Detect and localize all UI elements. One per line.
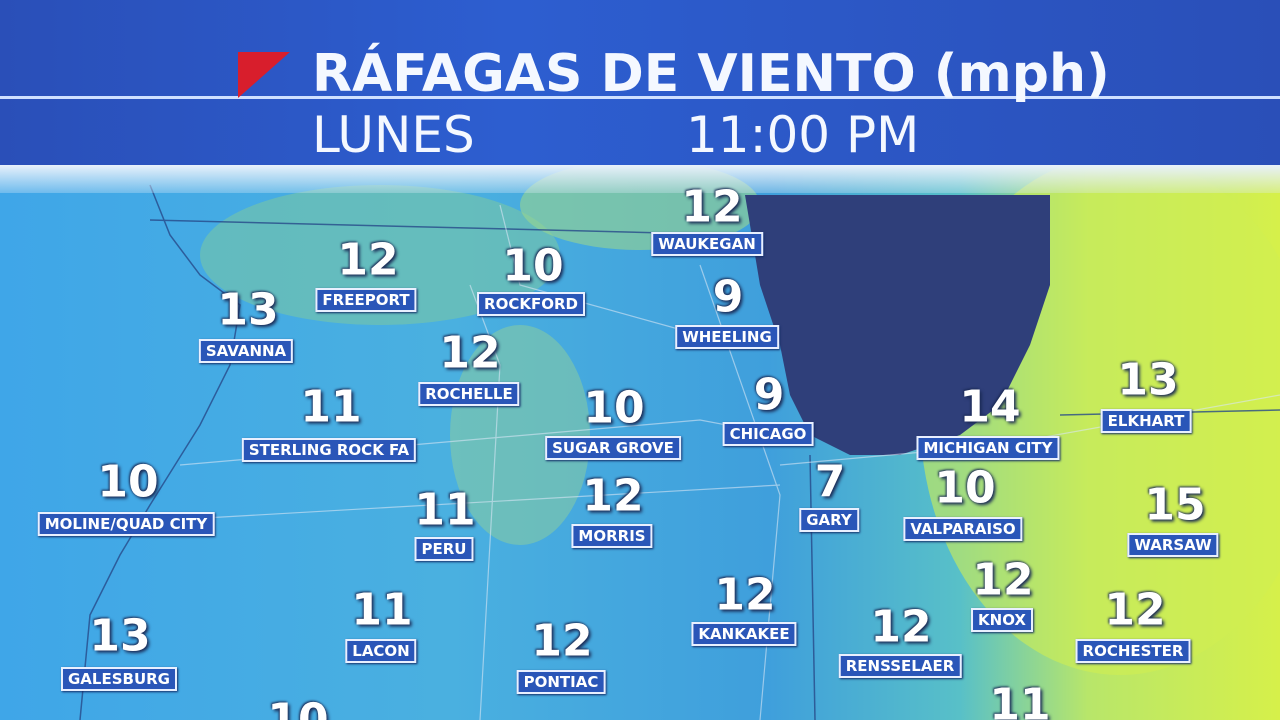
wind-gust-value: 10	[502, 240, 564, 292]
header-shadow	[0, 165, 1280, 193]
map-background	[0, 165, 1280, 720]
wind-gust-value: 11	[414, 484, 476, 536]
wind-gust-value: 10	[97, 456, 159, 508]
wind-gust-value: 13	[89, 610, 151, 662]
wind-gust-value: 14	[959, 381, 1021, 433]
city-label: LACON	[345, 639, 417, 663]
wind-gust-value: 12	[681, 181, 743, 233]
wind-gust-value: 11	[300, 381, 362, 433]
wind-gust-value: 12	[1104, 584, 1166, 636]
city-label: WHEELING	[675, 325, 779, 349]
city-label: MORRIS	[571, 524, 653, 548]
city-label: KNOX	[971, 608, 1033, 632]
wind-gust-value: 15	[1144, 479, 1206, 531]
city-label: PONTIAC	[516, 670, 606, 694]
wind-gust-value: 11	[989, 679, 1051, 720]
header-rule	[0, 96, 1280, 99]
wind-gust-value: 10	[267, 694, 329, 720]
wind-gust-value: 12	[531, 615, 593, 667]
wind-gust-value: 12	[582, 470, 644, 522]
wind-gust-value: 9	[753, 369, 785, 421]
city-label: ELKHART	[1100, 409, 1192, 433]
city-label: FREEPORT	[315, 288, 417, 312]
city-label: ROCHELLE	[418, 382, 520, 406]
city-label: GARY	[799, 508, 859, 532]
city-label: SUGAR GROVE	[545, 436, 681, 460]
city-label: KANKAKEE	[691, 622, 797, 646]
city-label: CHICAGO	[722, 422, 814, 446]
wind-gust-value: 12	[870, 601, 932, 653]
logo-triangle	[238, 52, 290, 98]
header-bar: RÁFAGAS DE VIENTO (mph) LUNES 11:00 PM	[0, 0, 1280, 165]
wind-gust-value: 12	[972, 554, 1034, 606]
time: 11:00 PM	[686, 106, 920, 164]
city-label: SAVANNA	[198, 339, 294, 363]
day: LUNES	[312, 106, 475, 164]
wind-gust-value: 10	[583, 382, 645, 434]
city-label: VALPARAISO	[903, 517, 1023, 541]
wind-gust-value: 10	[934, 462, 996, 514]
city-label: RENSSELAER	[838, 654, 962, 678]
wind-gust-value: 9	[712, 271, 744, 323]
city-label: STERLING ROCK FA	[241, 438, 417, 462]
wind-gust-value: 11	[351, 584, 413, 636]
city-label: ROCHESTER	[1075, 639, 1191, 663]
wind-gust-value: 12	[714, 569, 776, 621]
wind-gust-value: 12	[337, 234, 399, 286]
city-label: PERU	[414, 537, 474, 561]
wind-gust-value: 13	[1117, 354, 1179, 406]
city-label: MICHIGAN CITY	[916, 436, 1060, 460]
city-label: ROCKFORD	[477, 292, 585, 316]
title: RÁFAGAS DE VIENTO (mph)	[312, 44, 1110, 104]
wind-gust-value: 7	[814, 456, 846, 508]
city-label: WARSAW	[1127, 533, 1219, 557]
wind-gust-value: 12	[439, 327, 501, 379]
city-label: MOLINE/QUAD CITY	[37, 512, 215, 536]
city-label: GALESBURG	[60, 667, 178, 691]
wind-gust-value: 13	[217, 284, 279, 336]
city-label: WAUKEGAN	[651, 232, 763, 256]
